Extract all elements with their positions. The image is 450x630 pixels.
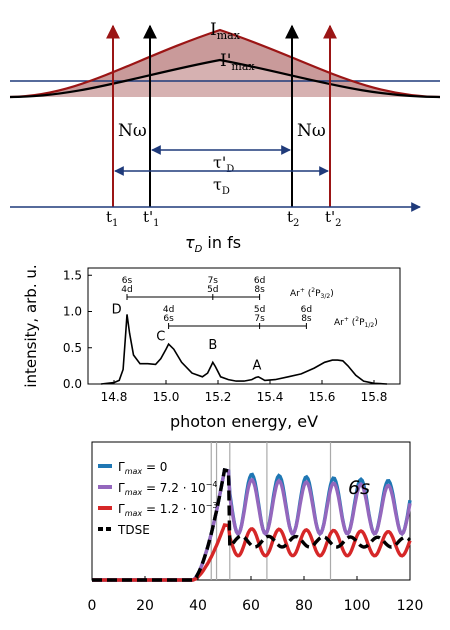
panel-label-6s: 6s xyxy=(348,477,370,499)
level-label: 6d xyxy=(301,305,312,315)
peak-label: A xyxy=(253,359,262,374)
spectrum-ytick-label: 1.5 xyxy=(63,268,82,282)
ar32-label: Ar+ (2P3/2) xyxy=(290,287,334,300)
n-omega-right-label: Nω xyxy=(297,121,326,141)
dynamics-xtick-label: 40 xyxy=(189,598,207,614)
level-label: 4d xyxy=(163,305,174,315)
dynamics-xtick-label: 0 xyxy=(88,598,97,614)
dynamics-xtick-label: 100 xyxy=(344,598,371,614)
level-label: 7s xyxy=(254,314,265,324)
t2-label: t2 xyxy=(287,208,299,229)
legend-entry: Γmax = 7.2 · 10−4 xyxy=(98,480,217,497)
dynamics-xtick-label: 120 xyxy=(397,598,424,614)
pulse-diagram: Imax I'max Nω Nω τ'D τD t1 t'1 t2 t'2 τD… xyxy=(9,20,441,255)
spectrum-frame xyxy=(87,267,401,385)
dynamics-xtick-label: 20 xyxy=(136,598,154,614)
spectrum-chart: 14.8 15.0 15.2 15.4 15.6 15.80.00.51.01.5 6s4… xyxy=(22,264,401,431)
svg-text:TDSE: TDSE xyxy=(117,523,150,537)
imax-label: Imax xyxy=(210,20,241,42)
spectrum-xtick-label: 15.8 xyxy=(361,390,388,404)
level-label: 5d xyxy=(207,285,218,295)
spectrum-xlabel: photon energy, eV xyxy=(170,412,318,431)
dynamics-chart: 0 20 40 60 80 100 120 6s Γmax = 0 Γmax = 7.2 ·… xyxy=(88,441,424,614)
spectrum-xtick-label: 15.0 xyxy=(153,390,180,404)
peak-label: B xyxy=(208,338,217,353)
spectrum-xtick-label: 15.6 xyxy=(309,390,336,404)
svg-text:Γmax = 0: Γmax = 0 xyxy=(118,460,167,476)
t1-label: t1 xyxy=(106,208,118,229)
svg-text:Γmax = 7.2 · 10−4: Γmax = 7.2 · 10−4 xyxy=(118,480,217,497)
dynamics-xtick-label: 80 xyxy=(295,598,313,614)
level-label: 4d xyxy=(121,285,132,295)
legend-entry: Γmax = 1.2 · 10−3 xyxy=(98,501,217,518)
ar12-label: Ar+ (2P1/2) xyxy=(334,316,378,329)
legend-entry: Γmax = 0 xyxy=(98,460,167,476)
pulse-imax-prime-area xyxy=(10,60,440,97)
spectrum-ylabel: intensity, arb. u. xyxy=(22,264,40,387)
pulse-imax-curve xyxy=(9,28,441,99)
spectrum-xtick-label: 15.4 xyxy=(257,390,284,404)
t1-prime-label: t'1 xyxy=(143,208,160,229)
spectrum-xtick-label: 14.8 xyxy=(101,390,128,404)
spectrum-ytick-label: 1.0 xyxy=(63,305,82,319)
pulse-imax-prime-curve xyxy=(9,58,441,99)
spectrum-series-line xyxy=(100,314,388,385)
tau-axis-label: τD in fs xyxy=(185,233,241,255)
dynamics-xtick-label: 60 xyxy=(242,598,260,614)
t2-prime-label: t'2 xyxy=(325,208,342,229)
level-label: 6s xyxy=(163,314,174,324)
tau-d-label: τD xyxy=(213,175,230,197)
peak-label: C xyxy=(156,330,165,345)
imax-prime-label: I'max xyxy=(220,51,255,73)
level-label: 8s xyxy=(301,314,312,324)
spectrum-ytick-label: 0.5 xyxy=(63,341,82,355)
level-label: 7s xyxy=(208,276,219,286)
legend-entry: TDSE xyxy=(98,523,150,537)
level-label: 8s xyxy=(254,285,265,295)
legend: Γmax = 0 Γmax = 7.2 · 10−4 Γmax = 1.2 · … xyxy=(98,460,217,537)
level-label: 5d xyxy=(254,305,265,315)
level-label: 6s xyxy=(122,276,133,286)
peak-label: D xyxy=(112,303,122,318)
n-omega-left-label: Nω xyxy=(118,121,147,141)
spectrum-ytick-label: 0.0 xyxy=(63,377,82,391)
svg-text:Γmax = 1.2 · 10−3: Γmax = 1.2 · 10−3 xyxy=(118,501,217,518)
level-label: 6d xyxy=(254,276,265,286)
spectrum-xtick-label: 15.2 xyxy=(205,390,232,404)
